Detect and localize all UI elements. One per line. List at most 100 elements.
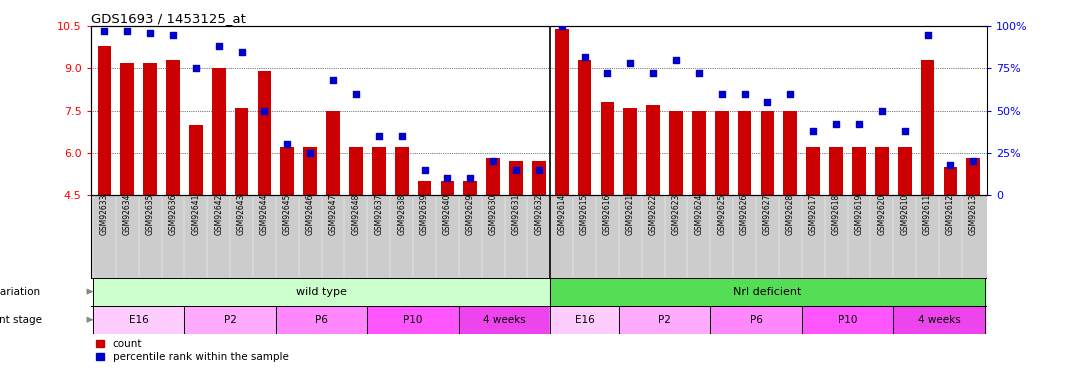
Bar xyxy=(967,158,981,195)
Text: P10: P10 xyxy=(838,315,857,325)
Point xyxy=(462,175,479,181)
Bar xyxy=(619,306,711,334)
Bar xyxy=(761,111,775,195)
Text: P2: P2 xyxy=(658,315,671,325)
Point xyxy=(393,133,410,139)
Point xyxy=(622,60,639,66)
Bar xyxy=(189,124,203,195)
Bar xyxy=(166,60,180,195)
Bar xyxy=(875,147,889,195)
Point xyxy=(188,65,205,71)
Bar xyxy=(327,111,340,195)
Point xyxy=(302,150,319,156)
Text: 4 weeks: 4 weeks xyxy=(918,315,960,325)
Bar xyxy=(647,105,660,195)
Bar xyxy=(577,60,591,195)
Text: P10: P10 xyxy=(403,315,423,325)
Point xyxy=(896,128,913,134)
Text: P6: P6 xyxy=(750,315,763,325)
Bar xyxy=(257,71,271,195)
Point xyxy=(736,91,753,97)
Text: GDS1693 / 1453125_at: GDS1693 / 1453125_at xyxy=(91,12,245,25)
Point xyxy=(256,108,273,114)
Point xyxy=(850,121,867,127)
Point xyxy=(919,32,936,38)
Legend: count, percentile rank within the sample: count, percentile rank within the sample xyxy=(96,339,288,362)
Bar xyxy=(555,29,569,195)
Bar xyxy=(459,306,551,334)
Bar xyxy=(623,108,637,195)
Bar xyxy=(801,306,893,334)
Bar xyxy=(276,306,367,334)
Bar xyxy=(921,60,935,195)
Text: Nrl deficient: Nrl deficient xyxy=(733,286,801,297)
Point xyxy=(530,166,547,172)
Point xyxy=(96,28,113,34)
Bar xyxy=(235,108,249,195)
Bar xyxy=(93,306,185,334)
Bar xyxy=(417,181,431,195)
Point xyxy=(370,133,387,139)
Point xyxy=(713,91,730,97)
Bar xyxy=(551,278,985,306)
Text: E16: E16 xyxy=(129,315,148,325)
Point xyxy=(759,99,776,105)
Bar xyxy=(807,147,821,195)
Point xyxy=(873,108,890,114)
Point xyxy=(644,70,662,76)
Point xyxy=(164,32,181,38)
Bar xyxy=(441,181,455,195)
Bar xyxy=(487,158,500,195)
Point xyxy=(142,30,159,36)
Bar xyxy=(395,147,409,195)
Bar xyxy=(897,147,911,195)
Point xyxy=(828,121,845,127)
Bar xyxy=(93,278,551,306)
Bar xyxy=(281,147,294,195)
Point xyxy=(233,48,250,54)
Text: genotype/variation: genotype/variation xyxy=(0,286,41,297)
Text: P6: P6 xyxy=(315,315,328,325)
Text: wild type: wild type xyxy=(297,286,347,297)
Bar xyxy=(601,102,615,195)
Bar xyxy=(143,63,157,195)
Bar xyxy=(463,181,477,195)
Bar xyxy=(121,63,134,195)
Point xyxy=(553,23,570,29)
Point xyxy=(210,44,227,50)
Bar xyxy=(367,306,459,334)
Point xyxy=(805,128,822,134)
Bar xyxy=(853,147,865,195)
Bar xyxy=(303,147,317,195)
Point xyxy=(576,54,593,60)
Point xyxy=(690,70,707,76)
Bar xyxy=(349,147,363,195)
Point xyxy=(439,175,456,181)
Point xyxy=(782,91,799,97)
Bar xyxy=(372,147,385,195)
Text: P2: P2 xyxy=(224,315,237,325)
Bar xyxy=(943,167,957,195)
Point xyxy=(484,158,501,164)
Bar xyxy=(509,161,523,195)
Bar xyxy=(829,147,843,195)
Bar xyxy=(692,111,705,195)
Bar xyxy=(715,111,729,195)
Point xyxy=(965,158,982,164)
Point xyxy=(324,77,341,83)
Point xyxy=(668,57,685,63)
Bar xyxy=(185,306,276,334)
Point xyxy=(416,166,433,172)
Bar xyxy=(711,306,801,334)
Point xyxy=(118,28,136,34)
Point xyxy=(508,166,525,172)
Point xyxy=(599,70,616,76)
Bar xyxy=(737,111,751,195)
Bar xyxy=(551,306,619,334)
Bar xyxy=(893,306,985,334)
Bar xyxy=(212,68,225,195)
Point xyxy=(942,162,959,168)
Bar xyxy=(669,111,683,195)
Text: development stage: development stage xyxy=(0,315,43,325)
Point xyxy=(278,141,296,147)
